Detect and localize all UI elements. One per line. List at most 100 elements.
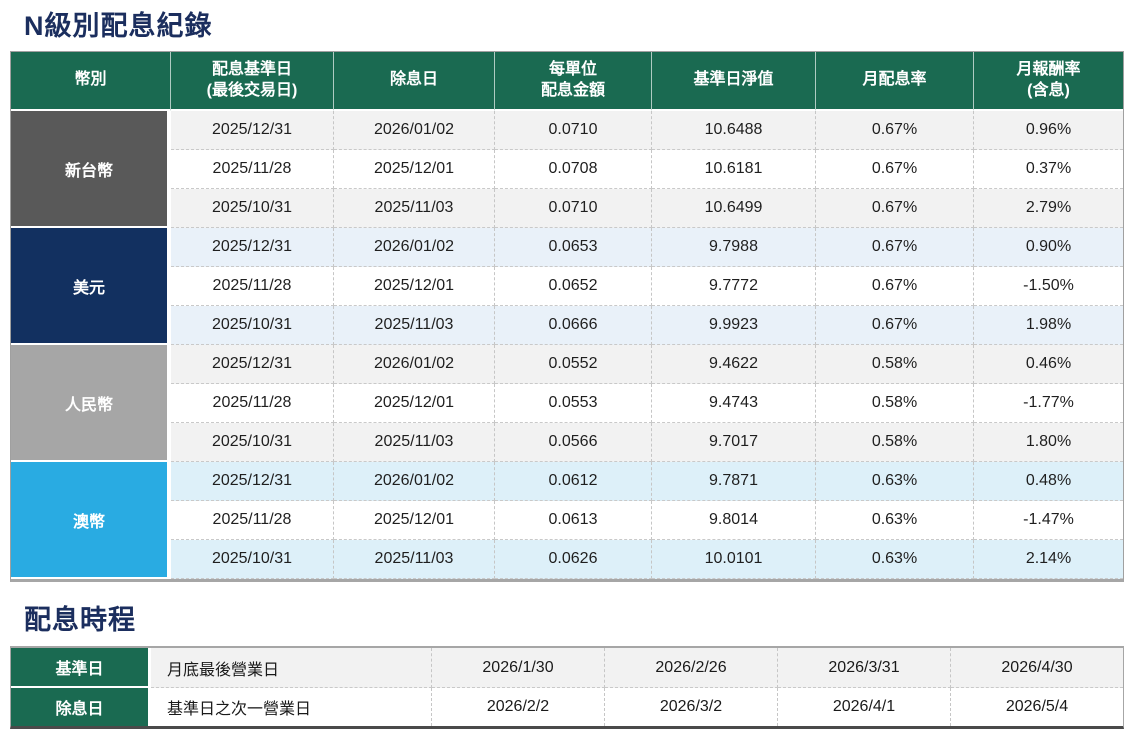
return-cell: 1.98% bbox=[974, 306, 1123, 345]
ex-date-cell: 2025/11/03 bbox=[334, 423, 495, 462]
schedule-date-cell: 2026/3/31 bbox=[778, 648, 951, 688]
dividend-cell: 0.0612 bbox=[495, 462, 652, 501]
base-date-cell: 2025/11/28 bbox=[171, 267, 334, 306]
yield-cell: 0.67% bbox=[816, 267, 974, 306]
table-row: 2025/11/28 2025/12/01 0.0652 9.7772 0.67… bbox=[11, 267, 1123, 306]
schedule-row-base-date: 基準日 月底最後營業日 2026/1/30 2026/2/26 2026/3/3… bbox=[11, 648, 1123, 688]
schedule-section-title: 配息時程 bbox=[24, 605, 136, 635]
dividend-cell: 0.0653 bbox=[495, 228, 652, 267]
table-row: 人民幣 2025/12/31 2026/01/02 0.0552 9.4622 … bbox=[11, 345, 1123, 462]
ex-date-cell: 2025/12/01 bbox=[334, 150, 495, 189]
table-row: 2025/11/28 2025/12/01 0.0613 9.8014 0.63… bbox=[11, 501, 1123, 540]
nav-cell: 9.7988 bbox=[652, 228, 816, 267]
dividend-cell: 0.0626 bbox=[495, 540, 652, 579]
table-row: 2025/11/28 2025/12/01 0.0553 9.4743 0.58… bbox=[11, 384, 1123, 423]
base-date-cell: 2025/10/31 bbox=[171, 423, 334, 462]
base-date-cell: 2025/10/31 bbox=[171, 540, 334, 579]
base-date-cell: 2025/12/31 bbox=[171, 111, 334, 150]
schedule-label-cell: 基準日 bbox=[11, 648, 151, 688]
header-line: 除息日 bbox=[389, 71, 438, 89]
dividend-cell: 0.0552 bbox=[495, 345, 652, 384]
schedule-label-cell: 除息日 bbox=[11, 688, 151, 726]
dividend-records-table: 幣別 配息基準日 (最後交易日) 除息日 每單位 配息金額 基準日淨值 月配息率 月… bbox=[10, 51, 1124, 582]
yield-cell: 0.67% bbox=[816, 189, 974, 228]
header-line: 幣別 bbox=[74, 71, 107, 89]
base-date-cell: 2025/10/31 bbox=[171, 306, 334, 345]
ex-date-cell: 2025/12/01 bbox=[334, 501, 495, 540]
yield-cell: 0.58% bbox=[816, 345, 974, 384]
base-date-cell: 2025/11/28 bbox=[171, 150, 334, 189]
base-date-cell: 2025/11/28 bbox=[171, 501, 334, 540]
currency-cell-twd: 新台幣 bbox=[11, 111, 171, 228]
yield-cell: 0.63% bbox=[816, 462, 974, 501]
header-line: 配息基準日 bbox=[211, 60, 292, 78]
yield-cell: 0.67% bbox=[816, 150, 974, 189]
header-line: 每單位 bbox=[548, 60, 597, 78]
yield-cell: 0.67% bbox=[816, 228, 974, 267]
schedule-date-cell: 2026/2/26 bbox=[605, 648, 778, 688]
col-header-ex-date: 除息日 bbox=[334, 52, 495, 111]
table-row: 2025/10/31 2025/11/03 0.0626 10.0101 0.6… bbox=[11, 540, 1123, 579]
nav-cell: 9.7772 bbox=[652, 267, 816, 306]
schedule-desc-cell: 月底最後營業日 bbox=[151, 648, 432, 688]
header-row: 幣別 配息基準日 (最後交易日) 除息日 每單位 配息金額 基準日淨值 月配息率 月… bbox=[11, 52, 1123, 111]
nav-cell: 10.6181 bbox=[652, 150, 816, 189]
dividend-cell: 0.0710 bbox=[495, 189, 652, 228]
nav-cell: 9.8014 bbox=[652, 501, 816, 540]
schedule-date-cell: 2026/3/2 bbox=[605, 688, 778, 726]
dividend-schedule-table: 基準日 月底最後營業日 2026/1/30 2026/2/26 2026/3/3… bbox=[10, 646, 1124, 729]
nav-cell: 10.0101 bbox=[652, 540, 816, 579]
yield-cell: 0.67% bbox=[816, 111, 974, 150]
header-line: (最後交易日) bbox=[206, 81, 298, 99]
dividend-cell: 0.0613 bbox=[495, 501, 652, 540]
records-section-title: N級別配息紀錄 bbox=[24, 11, 213, 41]
return-cell: 0.37% bbox=[974, 150, 1123, 189]
header-line: (含息) bbox=[1027, 81, 1070, 99]
base-date-cell: 2025/12/31 bbox=[171, 345, 334, 384]
ex-date-cell: 2025/12/01 bbox=[334, 384, 495, 423]
table-row: 2025/11/28 2025/12/01 0.0708 10.6181 0.6… bbox=[11, 150, 1123, 189]
table-row: 2025/10/31 2025/11/03 0.0710 10.6499 0.6… bbox=[11, 189, 1123, 228]
col-header-nav: 基準日淨值 bbox=[652, 52, 816, 111]
schedule-date-cell: 2026/1/30 bbox=[432, 648, 605, 688]
base-date-cell: 2025/12/31 bbox=[171, 228, 334, 267]
return-cell: 0.48% bbox=[974, 462, 1123, 501]
table-row: 2025/10/31 2025/11/03 0.0566 9.7017 0.58… bbox=[11, 423, 1123, 462]
ex-date-cell: 2025/12/01 bbox=[334, 267, 495, 306]
table-row: 美元 2025/12/31 2026/01/02 0.0653 9.7988 0… bbox=[11, 228, 1123, 345]
header-line: 月配息率 bbox=[862, 71, 927, 89]
schedule-date-cell: 2026/4/30 bbox=[951, 648, 1123, 688]
page: N級別配息紀錄 幣別 配息基準日 (最後交易日) 除息日 每單位 配息金額 基準日淨… bbox=[0, 4, 1132, 729]
col-header-return: 月報酬率 (含息) bbox=[974, 52, 1123, 111]
yield-cell: 0.58% bbox=[816, 423, 974, 462]
table-row: 澳幣 2025/12/31 2026/01/02 0.0612 9.7871 0… bbox=[11, 462, 1123, 579]
ex-date-cell: 2025/11/03 bbox=[334, 189, 495, 228]
nav-cell: 9.7871 bbox=[652, 462, 816, 501]
return-cell: -1.77% bbox=[974, 384, 1123, 423]
ex-date-cell: 2026/01/02 bbox=[334, 228, 495, 267]
base-date-cell: 2025/12/31 bbox=[171, 462, 334, 501]
yield-cell: 0.58% bbox=[816, 384, 974, 423]
return-cell: 0.46% bbox=[974, 345, 1123, 384]
return-cell: -1.50% bbox=[974, 267, 1123, 306]
return-cell: 2.79% bbox=[974, 189, 1123, 228]
base-date-cell: 2025/11/28 bbox=[171, 384, 334, 423]
col-header-base-date: 配息基準日 (最後交易日) bbox=[171, 52, 334, 111]
col-header-dividend: 每單位 配息金額 bbox=[495, 52, 652, 111]
ex-date-cell: 2025/11/03 bbox=[334, 306, 495, 345]
return-cell: -1.47% bbox=[974, 501, 1123, 540]
nav-cell: 10.6499 bbox=[652, 189, 816, 228]
col-header-yield: 月配息率 bbox=[816, 52, 974, 111]
schedule-date-cell: 2026/5/4 bbox=[951, 688, 1123, 726]
yield-cell: 0.67% bbox=[816, 306, 974, 345]
table-row: 2025/10/31 2025/11/03 0.0666 9.9923 0.67… bbox=[11, 306, 1123, 345]
schedule-date-cell: 2026/2/2 bbox=[432, 688, 605, 726]
return-cell: 0.96% bbox=[974, 111, 1123, 150]
dividend-cell: 0.0666 bbox=[495, 306, 652, 345]
header-line: 基準日淨值 bbox=[693, 71, 774, 89]
nav-cell: 9.7017 bbox=[652, 423, 816, 462]
return-cell: 2.14% bbox=[974, 540, 1123, 579]
dividend-cell: 0.0708 bbox=[495, 150, 652, 189]
dividend-cell: 0.0553 bbox=[495, 384, 652, 423]
nav-cell: 9.4622 bbox=[652, 345, 816, 384]
